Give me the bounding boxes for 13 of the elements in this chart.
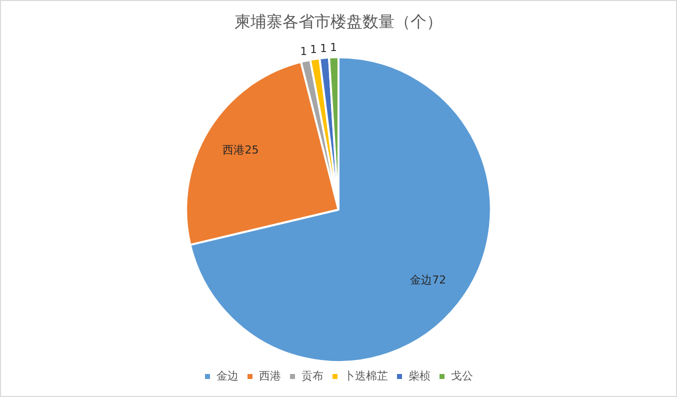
data-label: 1 (300, 44, 308, 58)
data-label: 1 (330, 41, 337, 54)
data-label: 西港25 (222, 143, 259, 156)
data-label: 1 (320, 42, 327, 55)
legend-label: 金边 (216, 369, 238, 382)
data-label: 金边72 (410, 273, 446, 286)
chart-title: 柬埔寨各省市楼盘数量（个） (234, 12, 442, 31)
legend-label: 卜迭棉芷 (344, 369, 388, 382)
legend-label: 西港 (259, 369, 281, 382)
legend-label: 戈公 (451, 369, 473, 382)
legend-label: 柴桢 (408, 369, 430, 382)
legend-label: 贡布 (302, 369, 324, 382)
data-label: 1 (310, 43, 317, 56)
